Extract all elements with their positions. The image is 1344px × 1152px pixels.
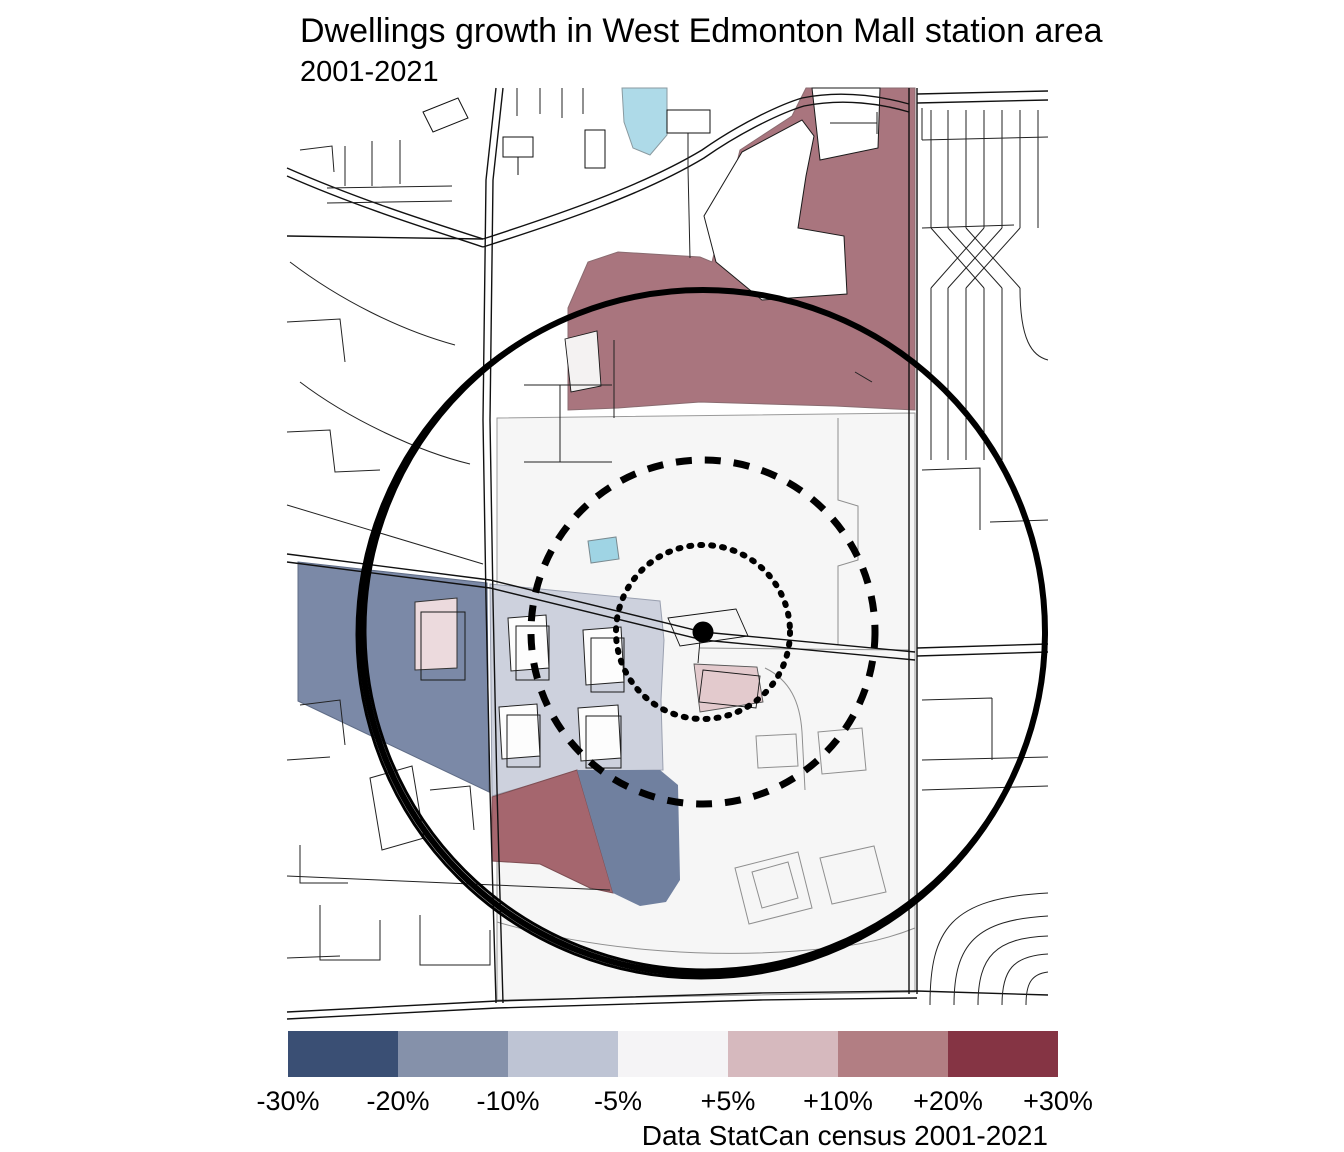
- legend-label--10%: -10%: [476, 1086, 540, 1116]
- legend-swatch-5: [838, 1031, 948, 1077]
- census-polygon-south-blue: [577, 770, 680, 906]
- pink-building-outline: [420, 611, 466, 681]
- small-pond: [587, 536, 620, 564]
- buffer-circle-middle-dashed: [527, 456, 879, 808]
- map-subtitle: 2001-2021: [300, 56, 439, 88]
- building-cutout: [564, 330, 602, 393]
- white-notch: [811, 87, 881, 161]
- buffer-circle-inner-dotted: [613, 542, 793, 722]
- outlined-buildings: [422, 97, 711, 169]
- legend-label--30%: -30%: [256, 1086, 320, 1116]
- census-polygons: [297, 87, 916, 906]
- legend-label--20%: -20%: [366, 1086, 430, 1116]
- legend-label--5%: -5%: [593, 1086, 642, 1116]
- legend-labels: -30% -20% -10% -5% +5% +10% +20% +30%: [256, 1086, 1092, 1120]
- pond: [621, 87, 668, 156]
- station-dot: [692, 621, 714, 643]
- census-polygon-station-pink: [693, 663, 764, 713]
- legend-swatch-3: [618, 1031, 728, 1077]
- legend-label-+20%: +20%: [913, 1086, 983, 1116]
- data-source-caption: Data StatCan census 2001-2021: [641, 1120, 1048, 1151]
- map-title: Dwellings growth in West Edmonton Mall s…: [300, 12, 1103, 50]
- buffer-circle-outer-wobble-2: [355, 288, 1047, 980]
- white-island: [703, 119, 848, 301]
- legend-label-+30%: +30%: [1023, 1086, 1093, 1116]
- station-platform-outline: [667, 608, 749, 664]
- legend-swatches: [288, 1031, 1058, 1077]
- legend-label-+10%: +10%: [803, 1086, 873, 1116]
- station-pink-outline: [698, 669, 761, 709]
- legend-label-+5%: +5%: [700, 1086, 756, 1116]
- buffer-rings: [355, 287, 1048, 980]
- legend-swatch-2: [508, 1031, 618, 1077]
- legend-swatch-1: [398, 1031, 508, 1077]
- major-roads: [286, 87, 1049, 1020]
- pink-building: [414, 597, 458, 671]
- minor-streets: [286, 88, 923, 966]
- legend-swatch-0: [288, 1031, 398, 1077]
- southeast-curved-streets: [921, 785, 1049, 1006]
- legend-swatch-4: [728, 1031, 838, 1077]
- legend-swatch-6: [948, 1031, 1058, 1077]
